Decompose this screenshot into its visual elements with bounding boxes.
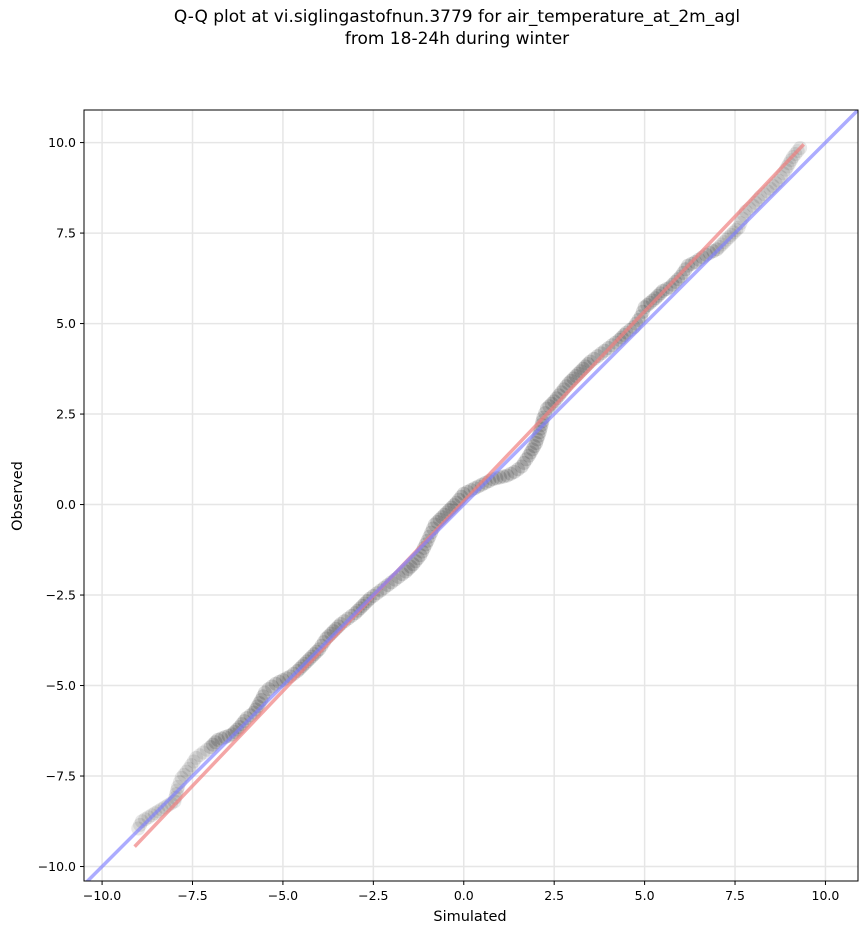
x-tick-label: 10.0 bbox=[812, 888, 840, 903]
quantile-point bbox=[248, 702, 263, 717]
x-tick-label: −7.5 bbox=[177, 888, 207, 903]
quantile-point bbox=[706, 244, 721, 259]
fit-line bbox=[133, 143, 806, 848]
x-axis-label: Simulated bbox=[433, 909, 506, 925]
quantile-point bbox=[594, 346, 609, 361]
quantile-point bbox=[517, 455, 532, 470]
quantile-point bbox=[181, 761, 196, 776]
quantile-point bbox=[668, 274, 683, 289]
quantile-point bbox=[671, 272, 686, 287]
quantile-point bbox=[141, 810, 156, 825]
quantile-point bbox=[179, 764, 194, 779]
x-axis-ticks: −10.0 −7.5 −5.0 −2.5 0.0 2.5 5.0 7.5 10.0 bbox=[83, 881, 839, 903]
quantile-point bbox=[643, 295, 658, 310]
quantile-point bbox=[525, 442, 540, 457]
x-tick-label: 0.0 bbox=[454, 888, 474, 903]
quantile-point bbox=[250, 699, 265, 714]
quantile-point bbox=[210, 732, 225, 747]
quantile-point bbox=[186, 754, 201, 769]
quantile-point bbox=[206, 737, 220, 752]
quantile-point bbox=[523, 445, 538, 460]
quantile-point bbox=[221, 728, 236, 743]
quantile-point bbox=[673, 269, 688, 284]
quantile-point bbox=[177, 767, 192, 782]
quantile-point bbox=[133, 817, 148, 832]
quantile-point bbox=[208, 735, 223, 750]
quantile-point bbox=[424, 525, 439, 540]
quantile-point bbox=[521, 448, 536, 463]
x-tick-label: −5.0 bbox=[268, 888, 298, 903]
x-tick-label: 2.5 bbox=[544, 888, 564, 903]
quantile-point bbox=[192, 748, 207, 763]
y-tick-label: −2.5 bbox=[46, 588, 76, 603]
quantile-point bbox=[529, 436, 544, 451]
y-axis-ticks: −10.0 −7.5 −5.0 −2.5 0.0 2.5 5.0 7.5 10.0 bbox=[38, 135, 84, 874]
quantile-point bbox=[261, 682, 276, 697]
quantile-point bbox=[511, 462, 526, 477]
x-tick-label: 7.5 bbox=[725, 888, 745, 903]
quantile-point bbox=[257, 685, 272, 700]
quantile-point bbox=[503, 466, 518, 481]
quantile-point bbox=[640, 298, 655, 313]
quantile-point bbox=[532, 425, 547, 440]
grid bbox=[84, 110, 858, 881]
quantile-point bbox=[782, 156, 797, 171]
y-tick-label: 2.5 bbox=[56, 407, 76, 422]
quantile-point bbox=[243, 708, 258, 723]
x-tick-label: −10.0 bbox=[83, 888, 121, 903]
quantile-point bbox=[265, 679, 280, 694]
quantile-point bbox=[590, 349, 605, 364]
x-tick-label: −2.5 bbox=[358, 888, 388, 903]
chart-title-line-1: Q-Q plot at vi.siglingastofnun.3779 for … bbox=[173, 7, 741, 27]
quantile-point bbox=[519, 452, 534, 467]
quantile-point bbox=[496, 469, 511, 484]
y-tick-label: 7.5 bbox=[56, 226, 76, 241]
plot-area bbox=[85, 110, 858, 881]
quantile-point bbox=[239, 711, 254, 726]
quantile-point bbox=[500, 468, 515, 483]
quantile-point bbox=[237, 714, 252, 729]
quantile-point bbox=[138, 812, 153, 827]
chart-title: Q-Q plot at vi.siglingastofnun.3779 for … bbox=[0, 6, 867, 50]
quantile-point bbox=[196, 745, 211, 760]
quantile-point bbox=[189, 750, 204, 765]
y-tick-label: 5.0 bbox=[56, 316, 76, 331]
y-tick-label: −10.0 bbox=[38, 859, 76, 874]
y-tick-label: −7.5 bbox=[46, 769, 76, 784]
quantile-point bbox=[637, 300, 652, 315]
quantile-point bbox=[203, 740, 218, 755]
x-tick-label: 5.0 bbox=[635, 888, 655, 903]
quantile-point bbox=[527, 439, 542, 454]
chart-title-line-2: from 18-24h during winter bbox=[344, 29, 570, 49]
quantile-point bbox=[377, 580, 392, 595]
quantile-point bbox=[171, 779, 186, 794]
quantile-point bbox=[380, 578, 395, 593]
quantile-point bbox=[514, 459, 529, 474]
quantile-point bbox=[199, 742, 214, 757]
quantile-point bbox=[688, 255, 703, 270]
quantile-point bbox=[507, 464, 522, 479]
y-tick-label: 0.0 bbox=[56, 497, 76, 512]
y-tick-label: −5.0 bbox=[46, 678, 76, 693]
y-axis-label: Observed bbox=[10, 461, 26, 531]
y-tick-label: 10.0 bbox=[48, 135, 76, 150]
quantile-point bbox=[733, 216, 748, 231]
quantile-point bbox=[184, 758, 199, 773]
plot-frame bbox=[83, 109, 859, 882]
identity-line bbox=[85, 110, 858, 881]
